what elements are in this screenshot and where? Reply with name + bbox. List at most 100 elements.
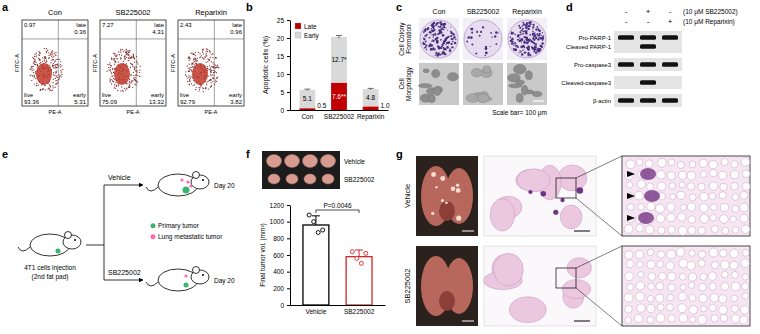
event-dot — [39, 59, 40, 60]
colony — [532, 37, 534, 39]
tick: 0 — [280, 107, 290, 114]
colony — [451, 46, 453, 48]
event-dot — [33, 58, 34, 59]
tick-mark — [287, 272, 290, 273]
colony — [425, 40, 427, 42]
panel-letter: f — [246, 148, 250, 160]
event-dot — [193, 85, 194, 86]
event-dot — [31, 68, 32, 69]
event-dot — [207, 81, 208, 82]
injection-label: (2nd fat pad) — [32, 273, 69, 281]
tumor — [267, 155, 282, 168]
alveolus — [627, 284, 634, 291]
blot-band — [618, 98, 634, 102]
event-dot — [189, 84, 190, 85]
colony — [432, 25, 435, 28]
event-dot — [108, 67, 109, 68]
tick-mark — [287, 288, 290, 289]
colony — [471, 28, 474, 31]
arrow-indicator — [627, 193, 635, 199]
event-dot — [50, 53, 51, 54]
treatment-label: (10 μM SB225002) — [683, 8, 738, 16]
data-label: 0.5 — [317, 102, 326, 109]
alveolus — [647, 295, 654, 302]
tick: 20 — [277, 35, 290, 42]
event-dot — [129, 80, 130, 81]
event-dot — [207, 61, 208, 62]
colony — [538, 35, 540, 37]
cell — [447, 72, 458, 81]
event-dot — [125, 52, 126, 53]
alveolus — [732, 194, 739, 201]
colony — [542, 32, 543, 33]
event-dot — [209, 69, 210, 70]
alveolus — [678, 304, 687, 313]
event-dot — [118, 51, 119, 52]
event-dot — [192, 63, 193, 64]
histology-overview — [484, 156, 596, 236]
event-dot — [34, 64, 35, 65]
alveolus — [668, 159, 675, 166]
event-dot — [37, 64, 38, 65]
event-dot — [36, 55, 37, 56]
event-dot — [35, 78, 36, 79]
event-dot — [49, 89, 50, 90]
colony — [526, 30, 527, 31]
error-cap — [355, 250, 363, 251]
event-dot — [111, 59, 112, 60]
alveolus — [657, 304, 664, 311]
colony — [519, 37, 520, 38]
colony — [438, 46, 440, 48]
event-dot — [49, 57, 50, 58]
colony — [528, 28, 530, 30]
event-dot — [209, 80, 210, 81]
row-label: CellMorphology — [398, 66, 413, 101]
event-dot — [113, 59, 114, 60]
tick: SB225002 — [344, 308, 375, 315]
colony — [531, 46, 533, 48]
colony — [426, 49, 427, 50]
event-dot — [212, 74, 213, 75]
event-dot — [53, 59, 54, 60]
bar — [331, 83, 347, 110]
event-dot — [195, 52, 196, 53]
colony — [529, 34, 531, 36]
event-dot — [111, 83, 112, 84]
alveolus — [678, 171, 686, 179]
tick: 400 — [273, 268, 290, 275]
colony — [443, 51, 444, 52]
colony — [485, 55, 486, 56]
event-dot — [129, 86, 130, 87]
event-dot — [110, 62, 111, 63]
event-dot — [112, 69, 113, 70]
colony — [539, 30, 541, 32]
colony — [432, 39, 433, 40]
panel-letter: c — [396, 1, 402, 13]
colony — [523, 28, 524, 29]
event-dot — [200, 56, 201, 57]
colony — [532, 33, 535, 36]
event-dot — [207, 51, 208, 52]
alveolus — [689, 306, 698, 315]
event-dot — [114, 53, 115, 54]
alveolus — [656, 282, 664, 290]
event-dot — [57, 64, 58, 65]
colony — [431, 28, 432, 29]
event-dot — [116, 58, 117, 59]
morphology-image — [418, 63, 459, 105]
event-dot — [127, 60, 128, 61]
event-dot — [205, 88, 206, 89]
quadrant-label: late — [154, 22, 164, 28]
event-dot — [129, 55, 130, 56]
alveolus — [730, 216, 736, 222]
well-bg — [507, 18, 547, 60]
event-dot — [217, 65, 218, 66]
colony — [539, 33, 541, 35]
colony — [490, 46, 491, 47]
event-dot — [215, 57, 216, 58]
event-dot — [106, 71, 107, 72]
blot-band — [662, 98, 678, 102]
event-dot — [205, 57, 206, 58]
alveolus — [720, 183, 728, 191]
lesion — [638, 212, 654, 224]
